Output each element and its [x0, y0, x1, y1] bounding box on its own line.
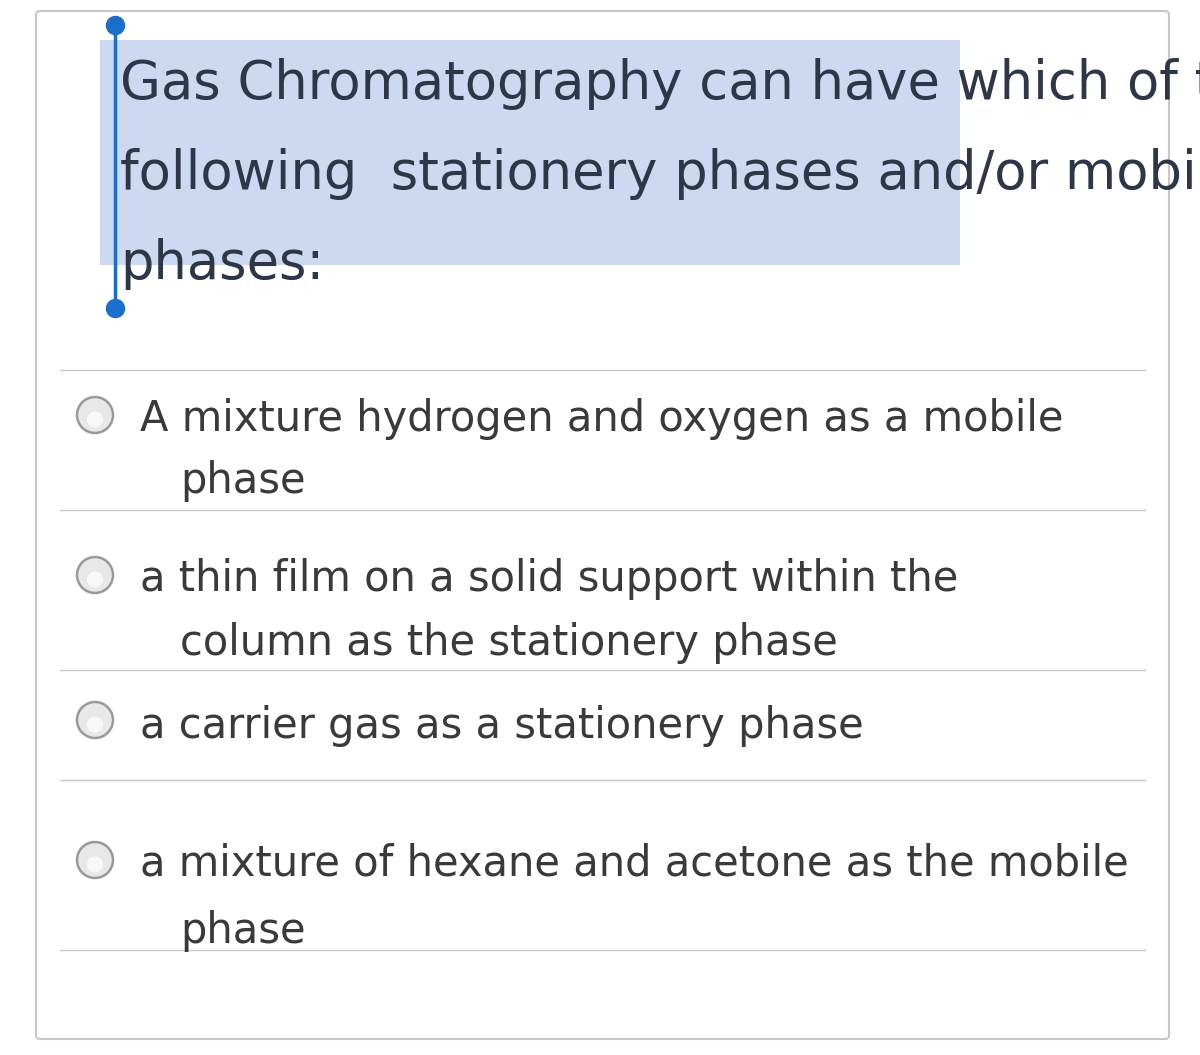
Text: following  stationery phases and/or mobile: following stationery phases and/or mobil…: [120, 148, 1200, 200]
Text: column as the stationery phase: column as the stationery phase: [180, 622, 838, 664]
Bar: [100, 40, 960, 265]
Text: Gas Chromatography can have which of the: Gas Chromatography can have which of the: [120, 58, 1200, 110]
Circle shape: [77, 842, 113, 878]
Circle shape: [86, 857, 103, 872]
Text: a carrier gas as a stationery phase: a carrier gas as a stationery phase: [140, 705, 864, 747]
Text: phase: phase: [180, 910, 306, 952]
FancyBboxPatch shape: [36, 11, 1169, 1039]
Circle shape: [77, 397, 113, 433]
Text: a thin film on a solid support within the: a thin film on a solid support within th…: [140, 558, 959, 600]
Text: A mixture hydrogen and oxygen as a mobile: A mixture hydrogen and oxygen as a mobil…: [140, 398, 1063, 440]
Circle shape: [77, 557, 113, 593]
Text: a mixture of hexane and acetone as the mobile: a mixture of hexane and acetone as the m…: [140, 843, 1129, 885]
Text: phases:: phases:: [120, 238, 324, 290]
Text: phase: phase: [180, 460, 306, 502]
Circle shape: [86, 572, 103, 588]
Circle shape: [77, 702, 113, 738]
Circle shape: [86, 411, 103, 427]
Circle shape: [86, 716, 103, 732]
